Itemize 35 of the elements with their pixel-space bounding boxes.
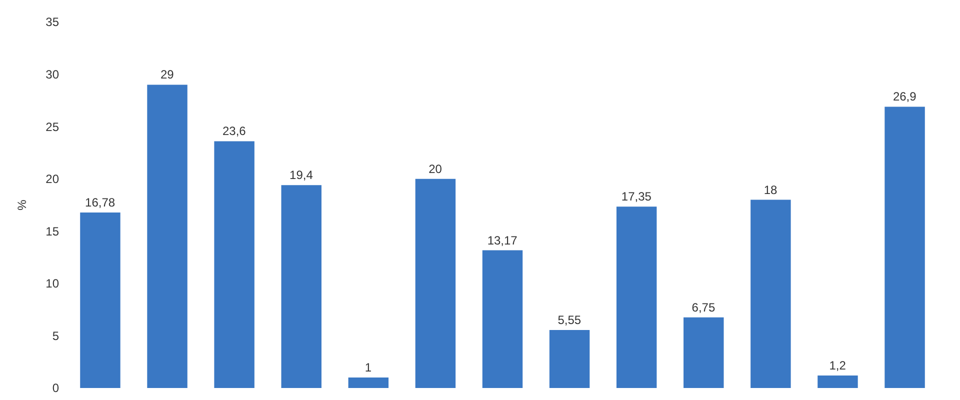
bar (818, 375, 858, 388)
data-label: 13,17 (487, 233, 518, 248)
bar (147, 84, 188, 388)
data-label: 18 (764, 182, 778, 197)
y-tick-label: 25 (46, 120, 60, 134)
y-tick-label: 20 (46, 172, 60, 186)
bar (80, 212, 120, 388)
y-axis-title: % (15, 199, 29, 210)
data-label: 1,2 (829, 358, 846, 372)
bar (884, 106, 925, 388)
data-label: 23,6 (222, 124, 246, 138)
data-label: 29 (160, 68, 174, 82)
data-label: 17,35 (621, 190, 652, 204)
data-label: 1 (364, 360, 372, 375)
y-tick-label: 5 (52, 328, 60, 343)
data-label: 19,4 (290, 168, 314, 182)
bar (684, 317, 724, 388)
y-tick-label: 30 (46, 67, 60, 82)
bar (616, 206, 657, 388)
y-tick-label: 35 (46, 15, 60, 30)
bar (281, 185, 322, 388)
y-tick-label: 15 (46, 224, 60, 238)
bar (549, 330, 590, 388)
bar (415, 178, 456, 388)
bar (750, 200, 791, 388)
data-label: 16,78 (85, 196, 116, 210)
y-tick-label: 0 (52, 381, 60, 396)
data-label: 26,9 (892, 90, 917, 104)
y-tick-label: 10 (46, 276, 60, 291)
bar (214, 141, 254, 388)
bar (482, 250, 523, 388)
bar (348, 378, 389, 388)
data-label: 20 (428, 162, 442, 176)
data-label: 5,55 (558, 312, 582, 327)
data-label: 6,75 (692, 300, 716, 314)
